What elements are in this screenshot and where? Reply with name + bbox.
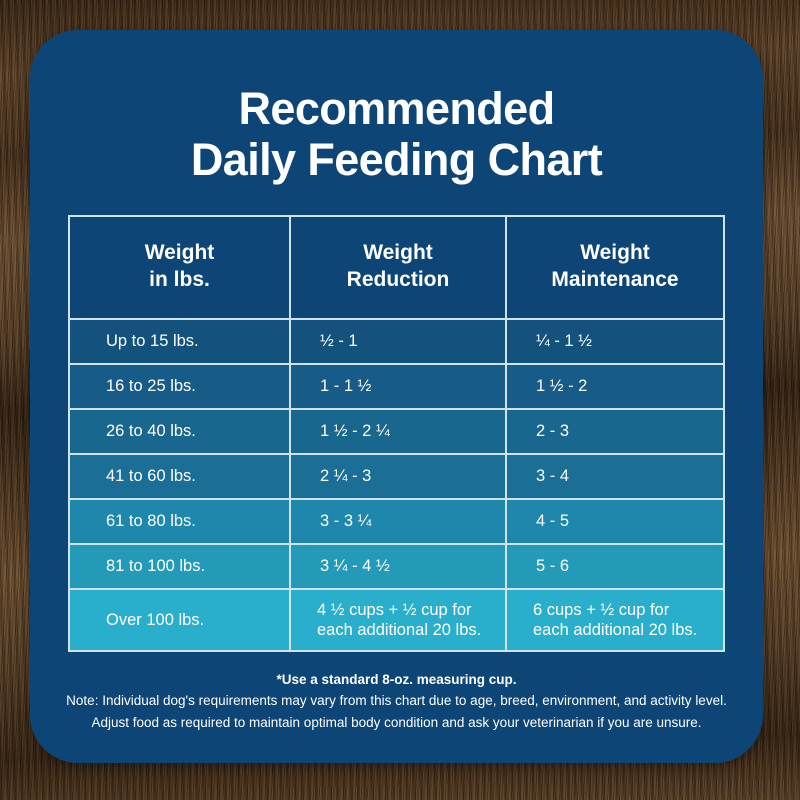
cell-weight-reduction-line-2: each additional 20 lbs.: [317, 620, 482, 639]
cell-weight-maintenance-line-2: each additional 20 lbs.: [533, 620, 698, 639]
table-row: 61 to 80 lbs. 3 - 3 ¼ 4 - 5: [70, 497, 723, 543]
cell-weight-maintenance-line-1: 2 - 3: [536, 422, 570, 441]
table-row: 81 to 100 lbs. 3 ¼ - 4 ½ 5 - 6: [70, 542, 723, 588]
cell-weight-reduction: 3 ¼ - 4 ½: [289, 542, 505, 588]
column-header-weight-maintenance-line-1: Weight: [580, 241, 650, 265]
cell-weight-reduction-line-1: 3 ¼ - 4 ½: [320, 557, 390, 576]
column-header-weight-maintenance: Weight Maintenance: [505, 216, 723, 318]
table-body: Up to 15 lbs. ½ - 1 ¼ - 1 ½ 16 to 25 lbs. 1 …: [70, 317, 723, 650]
cell-weight-reduction-line-1: 2 ¼ - 3: [320, 467, 372, 486]
column-header-weight-line-1: Weight: [144, 241, 215, 265]
page-title-line-2: Daily Feeding Chart: [190, 133, 603, 185]
footnote-measuring-cup: *Use a standard 8-oz. measuring cup.: [276, 671, 517, 687]
cell-weight-line-1: 16 to 25 lbs.: [106, 377, 196, 396]
cell-weight-maintenance-line-1: ¼ - 1 ½: [536, 332, 592, 351]
cell-weight-reduction: 3 - 3 ¼: [289, 497, 505, 543]
table-row: Over 100 lbs. 4 ½ cups + ½ cup for each ad…: [70, 587, 723, 650]
column-header-weight-reduction-line-2: Reduction: [346, 268, 450, 292]
column-header-weight-line-2: in lbs.: [149, 268, 210, 292]
footnote-note-line-1: Note: Individual dog's requirements may …: [66, 692, 727, 708]
cell-weight-reduction-line-1: 1 ½ - 2 ¼: [320, 422, 390, 441]
feeding-chart-card: Recommended Daily Feeding Chart Weight i…: [30, 30, 763, 763]
cell-weight: 41 to 60 lbs.: [70, 452, 289, 498]
table-row: Up to 15 lbs. ½ - 1 ¼ - 1 ½: [70, 317, 723, 363]
cell-weight-maintenance: ¼ - 1 ½: [505, 317, 723, 363]
cell-weight-line-1: 81 to 100 lbs.: [106, 557, 206, 576]
cell-weight: 26 to 40 lbs.: [70, 407, 289, 453]
cell-weight-maintenance-line-1: 4 - 5: [536, 512, 570, 531]
cell-weight-maintenance-line-1: 5 - 6: [536, 557, 570, 576]
cell-weight-maintenance: 3 - 4: [505, 452, 723, 498]
cell-weight-maintenance-line-1: 3 - 4: [536, 467, 570, 486]
footnote-note-line-2: Adjust food as required to maintain opti…: [91, 714, 702, 730]
cell-weight-reduction-line-1: 4 ½ cups + ½ cup for: [317, 600, 472, 619]
cell-weight: Over 100 lbs.: [70, 587, 289, 650]
cell-weight-maintenance: 4 - 5: [505, 497, 723, 543]
page-title-line-1: Recommended: [238, 83, 556, 134]
cell-weight-line-1: Over 100 lbs.: [106, 610, 205, 629]
cell-weight-line-1: 26 to 40 lbs.: [106, 422, 196, 441]
cell-weight-reduction: 4 ½ cups + ½ cup for each additional 20 l…: [289, 587, 505, 650]
page-title: Recommended Daily Feeding Chart: [30, 30, 763, 186]
column-header-weight-maintenance-line-2: Maintenance: [551, 268, 679, 292]
cell-weight-reduction: ½ - 1: [289, 317, 505, 363]
cell-weight-reduction: 1 ½ - 2 ¼: [289, 407, 505, 453]
cell-weight-maintenance: 5 - 6: [505, 542, 723, 588]
table-header: Weight in lbs. Weight Reduction Weight M…: [70, 216, 723, 318]
cell-weight-maintenance: 2 - 3: [505, 407, 723, 453]
cell-weight-maintenance-line-1: 6 cups + ½ cup for: [533, 600, 670, 619]
cell-weight-maintenance: 1 ½ - 2: [505, 362, 723, 408]
cell-weight-reduction-line-1: 3 - 3 ¼: [320, 512, 372, 531]
cell-weight: Up to 15 lbs.: [70, 317, 289, 363]
cell-weight-line-1: 41 to 60 lbs.: [106, 467, 196, 486]
table-row: 26 to 40 lbs. 1 ½ - 2 ¼ 2 - 3: [70, 407, 723, 453]
cell-weight: 61 to 80 lbs.: [70, 497, 289, 543]
cell-weight-line-1: Up to 15 lbs.: [106, 332, 199, 351]
column-header-weight-reduction: Weight Reduction: [289, 216, 505, 318]
cell-weight: 16 to 25 lbs.: [70, 362, 289, 408]
cell-weight-reduction: 1 - 1 ½: [289, 362, 505, 408]
table-row: 41 to 60 lbs. 2 ¼ - 3 3 - 4: [70, 452, 723, 498]
cell-weight-maintenance: 6 cups + ½ cup for each additional 20 lbs…: [505, 587, 723, 650]
table-header-row: Weight in lbs. Weight Reduction Weight M…: [70, 216, 723, 318]
feeding-chart-table: Weight in lbs. Weight Reduction Weight M…: [68, 214, 725, 652]
cell-weight-line-1: 61 to 80 lbs.: [106, 512, 196, 531]
cell-weight: 81 to 100 lbs.: [70, 542, 289, 588]
cell-weight-reduction: 2 ¼ - 3: [289, 452, 505, 498]
cell-weight-reduction-line-1: ½ - 1: [320, 332, 358, 351]
cell-weight-reduction-line-1: 1 - 1 ½: [320, 377, 372, 396]
cell-weight-maintenance-line-1: 1 ½ - 2: [536, 377, 588, 396]
table-row: 16 to 25 lbs. 1 - 1 ½ 1 ½ - 2: [70, 362, 723, 408]
column-header-weight-reduction-line-1: Weight: [363, 241, 433, 265]
footnotes: *Use a standard 8-oz. measuring cup. Not…: [30, 652, 763, 734]
column-header-weight: Weight in lbs.: [70, 216, 289, 318]
